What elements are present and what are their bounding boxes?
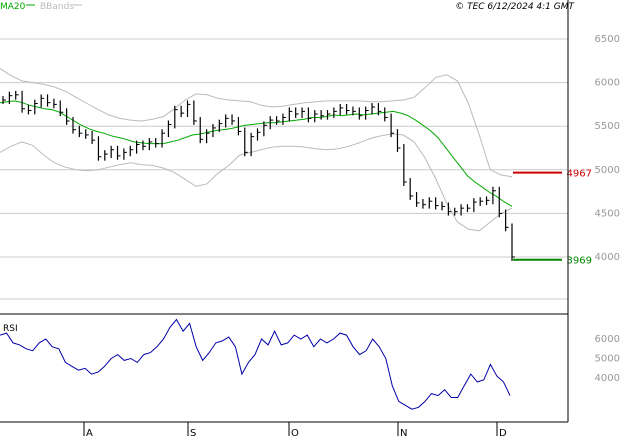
price-tick-label: 6500 [595,34,620,45]
legend: MA20 BBands [0,2,82,12]
rsi-series [0,318,511,410]
rsi-line [0,318,511,410]
level-label: 4967 [567,169,592,180]
month-label: N [400,428,407,439]
bband-upper-line [0,68,513,178]
rsi-title: RSI [3,324,18,334]
legend-ma20-label: MA20 [0,2,26,12]
price-y-axis: 4000 4500 5000 5500 6000 6500 [595,34,620,263]
price-levels: 4967 3969 [513,169,592,267]
rsi-y-axis: 4000 5000 6000 [595,334,620,384]
price-tick-label: 4500 [595,208,620,219]
price-tick-label: 5000 [595,165,620,176]
bband-lower-line [0,133,513,232]
price-series [0,68,515,261]
level-label: 3969 [567,256,592,267]
rsi-tick-label: 4000 [595,373,620,384]
month-label: O [291,428,299,439]
rsi-tick-label: 6000 [595,334,620,345]
month-label: D [499,428,507,439]
rsi-tick-label: 5000 [595,354,620,365]
legend-bbands-label: BBands [40,2,74,12]
price-tick-label: 5500 [595,121,620,132]
ma20-line [0,100,513,207]
copyright-watermark: © TEC 6/12/2024 4:1 GMT [455,2,575,12]
price-tick-label: 4000 [595,252,620,263]
month-label: S [190,428,196,439]
price-grid [0,38,568,300]
month-label: A [86,428,93,439]
price-tick-label: 6000 [595,78,620,89]
